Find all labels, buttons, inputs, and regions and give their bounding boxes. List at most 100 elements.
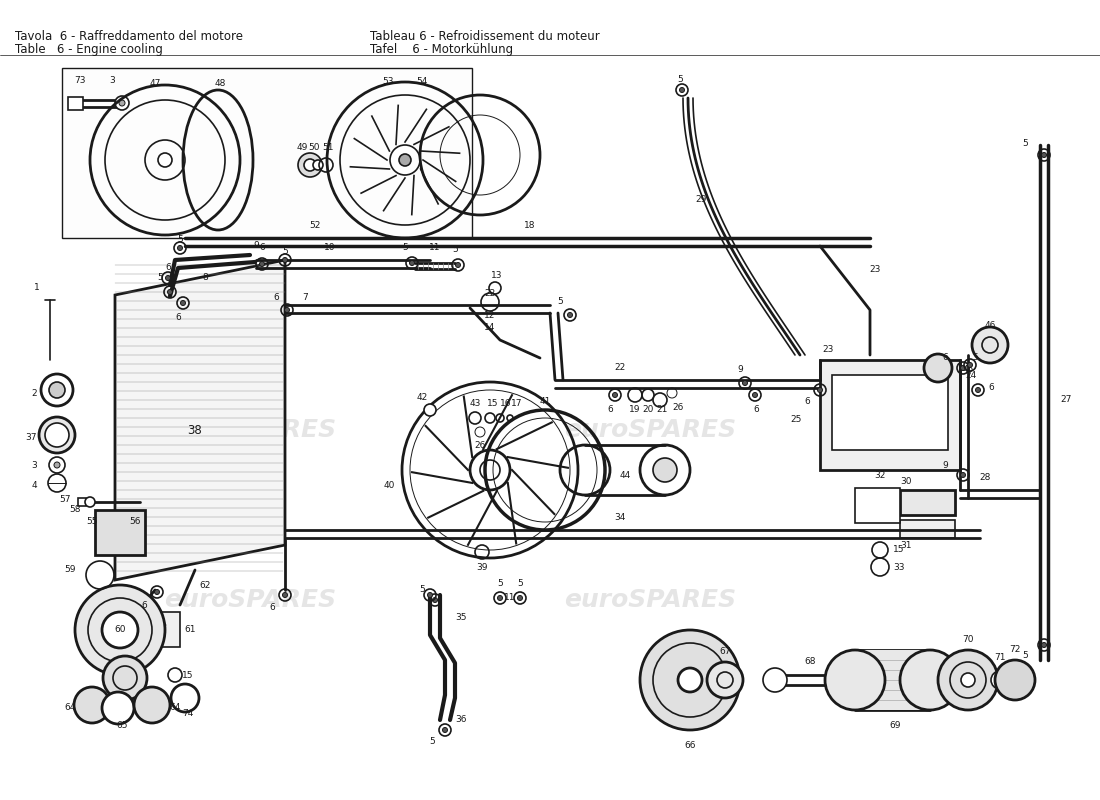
Text: 20: 20: [642, 406, 653, 414]
Text: 57: 57: [59, 495, 70, 505]
Text: 8: 8: [202, 274, 208, 282]
Circle shape: [158, 153, 172, 167]
Circle shape: [752, 393, 758, 398]
Text: 34: 34: [614, 514, 626, 522]
Text: 5: 5: [403, 243, 408, 253]
Circle shape: [517, 595, 522, 601]
Circle shape: [455, 262, 461, 267]
Text: 48: 48: [214, 78, 225, 87]
Text: 49: 49: [296, 143, 308, 153]
Text: 26: 26: [672, 403, 684, 413]
Circle shape: [1042, 153, 1046, 158]
Text: 59: 59: [64, 566, 76, 574]
Text: euroSPARES: euroSPARES: [164, 418, 337, 442]
Circle shape: [390, 145, 420, 175]
Text: 5: 5: [678, 75, 683, 85]
Circle shape: [763, 668, 786, 692]
Bar: [832, 375, 948, 450]
Bar: [900, 490, 955, 515]
Circle shape: [165, 275, 170, 281]
Circle shape: [680, 87, 684, 93]
Text: 70: 70: [962, 635, 974, 645]
Text: 6: 6: [165, 263, 170, 273]
Text: 5: 5: [429, 738, 434, 746]
Text: 42: 42: [417, 394, 428, 402]
Text: 55: 55: [86, 518, 98, 526]
Text: 69: 69: [889, 721, 901, 730]
Circle shape: [85, 497, 95, 507]
Text: 6: 6: [804, 398, 810, 406]
Text: 50: 50: [308, 143, 320, 153]
Circle shape: [640, 630, 740, 730]
Circle shape: [653, 458, 676, 482]
Text: 6: 6: [273, 293, 279, 302]
Circle shape: [134, 687, 170, 723]
Circle shape: [399, 154, 411, 166]
Text: 6: 6: [942, 354, 948, 362]
Text: 47: 47: [150, 78, 161, 87]
Text: 3: 3: [109, 76, 114, 85]
Circle shape: [924, 354, 952, 382]
Circle shape: [825, 650, 886, 710]
Text: 64: 64: [64, 703, 76, 713]
Text: 71: 71: [994, 654, 1005, 662]
Text: 25: 25: [791, 415, 802, 425]
Text: 18: 18: [525, 221, 536, 230]
Circle shape: [678, 668, 702, 692]
Circle shape: [154, 590, 160, 594]
Text: 37: 37: [25, 433, 37, 442]
Circle shape: [428, 593, 432, 598]
Text: euroSPARES: euroSPARES: [164, 588, 337, 612]
Text: 67: 67: [719, 647, 730, 657]
Text: 65: 65: [117, 722, 128, 730]
Text: 56: 56: [130, 518, 141, 526]
Text: 4: 4: [32, 481, 37, 490]
Text: 7: 7: [302, 294, 308, 302]
Text: 23: 23: [869, 266, 881, 274]
Bar: [62, 68, 472, 238]
Text: 30: 30: [900, 478, 912, 486]
Text: 26: 26: [474, 441, 486, 450]
Text: 6: 6: [988, 383, 993, 393]
Text: 19: 19: [629, 406, 640, 414]
Text: 5: 5: [972, 354, 978, 362]
Text: 17: 17: [512, 399, 522, 409]
Text: 43: 43: [470, 399, 481, 409]
Bar: [855, 488, 900, 523]
Circle shape: [653, 393, 667, 407]
Text: 35: 35: [455, 614, 466, 622]
Text: 36: 36: [455, 715, 466, 725]
Text: 16: 16: [500, 399, 512, 409]
Text: 5: 5: [419, 586, 425, 594]
Bar: [78, 498, 86, 506]
Text: 9: 9: [253, 241, 258, 250]
Text: 41: 41: [539, 398, 551, 406]
Text: 5: 5: [157, 274, 163, 282]
Text: 5: 5: [1022, 650, 1027, 659]
Circle shape: [424, 404, 436, 416]
Circle shape: [568, 313, 572, 318]
Text: 10: 10: [324, 243, 336, 253]
Text: 44: 44: [619, 470, 630, 479]
Text: 22: 22: [615, 363, 626, 373]
Text: 53: 53: [383, 78, 394, 86]
Circle shape: [285, 307, 289, 313]
Circle shape: [314, 160, 323, 170]
Circle shape: [180, 301, 186, 306]
Text: 72: 72: [1010, 646, 1021, 654]
Text: 63: 63: [124, 698, 135, 707]
Bar: [158, 612, 180, 647]
Circle shape: [75, 585, 165, 675]
Text: 12: 12: [484, 311, 496, 321]
Text: 39: 39: [476, 562, 487, 571]
Text: 21: 21: [657, 406, 668, 414]
Text: 6: 6: [754, 406, 759, 414]
Text: 5: 5: [497, 579, 503, 589]
Circle shape: [283, 593, 287, 598]
Text: Tavola  6 - Raffreddamento del motore: Tavola 6 - Raffreddamento del motore: [15, 30, 243, 43]
Text: 5: 5: [177, 235, 183, 245]
Text: 6: 6: [141, 601, 147, 610]
Text: Table   6 - Engine cooling: Table 6 - Engine cooling: [15, 43, 163, 56]
Circle shape: [991, 671, 1009, 689]
Circle shape: [960, 473, 966, 478]
